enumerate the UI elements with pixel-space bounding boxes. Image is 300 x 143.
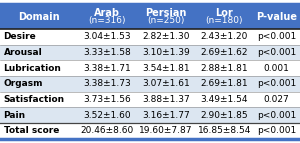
Bar	[0, 29, 300, 45]
Text: Domain: Domain	[18, 12, 60, 22]
Bar	[0, 60, 300, 76]
Text: Total score: Total score	[4, 126, 59, 135]
Bar	[0, 107, 300, 123]
Text: 16.85±8.54: 16.85±8.54	[198, 126, 251, 135]
Text: Pain: Pain	[4, 111, 26, 120]
Text: 0.001: 0.001	[264, 64, 290, 73]
Text: 2.82±1.30: 2.82±1.30	[142, 32, 190, 41]
Text: 3.16±1.77: 3.16±1.77	[142, 111, 190, 120]
Text: Arab: Arab	[94, 8, 120, 18]
Text: 2.88±1.81: 2.88±1.81	[200, 64, 248, 73]
Text: (n=180): (n=180)	[206, 16, 243, 25]
Text: 0.027: 0.027	[264, 95, 290, 104]
Text: Persian: Persian	[145, 8, 186, 18]
Bar	[0, 92, 300, 107]
Text: 3.54±1.81: 3.54±1.81	[142, 64, 190, 73]
Text: 3.07±1.61: 3.07±1.61	[142, 79, 190, 88]
Text: 2.69±1.62: 2.69±1.62	[200, 48, 248, 57]
Bar	[0, 4, 300, 29]
Text: Lor: Lor	[215, 8, 233, 18]
Text: 3.04±1.53: 3.04±1.53	[83, 32, 131, 41]
Text: 19.60±7.87: 19.60±7.87	[139, 126, 193, 135]
Text: Lubrication: Lubrication	[4, 64, 61, 73]
Text: Satisfaction: Satisfaction	[4, 95, 65, 104]
Text: (n=250): (n=250)	[147, 16, 184, 25]
Text: p<0.001: p<0.001	[257, 32, 296, 41]
Text: Desire: Desire	[4, 32, 36, 41]
Text: 3.52±1.60: 3.52±1.60	[83, 111, 131, 120]
Bar	[0, 45, 300, 60]
Text: p<0.001: p<0.001	[257, 79, 296, 88]
Text: 2.43±1.20: 2.43±1.20	[201, 32, 248, 41]
Text: 3.33±1.58: 3.33±1.58	[83, 48, 131, 57]
Text: 3.38±1.73: 3.38±1.73	[83, 79, 131, 88]
Text: P-value: P-value	[256, 12, 297, 22]
Text: 3.73±1.56: 3.73±1.56	[83, 95, 131, 104]
Text: 20.46±8.60: 20.46±8.60	[81, 126, 134, 135]
Text: (n=316): (n=316)	[88, 16, 126, 25]
Text: p<0.001: p<0.001	[257, 48, 296, 57]
Bar	[0, 76, 300, 92]
Text: Arousal: Arousal	[4, 48, 42, 57]
Text: 3.88±1.37: 3.88±1.37	[142, 95, 190, 104]
Text: 2.69±1.81: 2.69±1.81	[200, 79, 248, 88]
Text: 3.49±1.54: 3.49±1.54	[200, 95, 248, 104]
Text: Orgasm: Orgasm	[4, 79, 43, 88]
Bar	[0, 123, 300, 139]
Text: p<0.001: p<0.001	[257, 111, 296, 120]
Text: 3.38±1.71: 3.38±1.71	[83, 64, 131, 73]
Text: 2.90±1.85: 2.90±1.85	[200, 111, 248, 120]
Text: 3.10±1.39: 3.10±1.39	[142, 48, 190, 57]
Text: p<0.001: p<0.001	[257, 126, 296, 135]
